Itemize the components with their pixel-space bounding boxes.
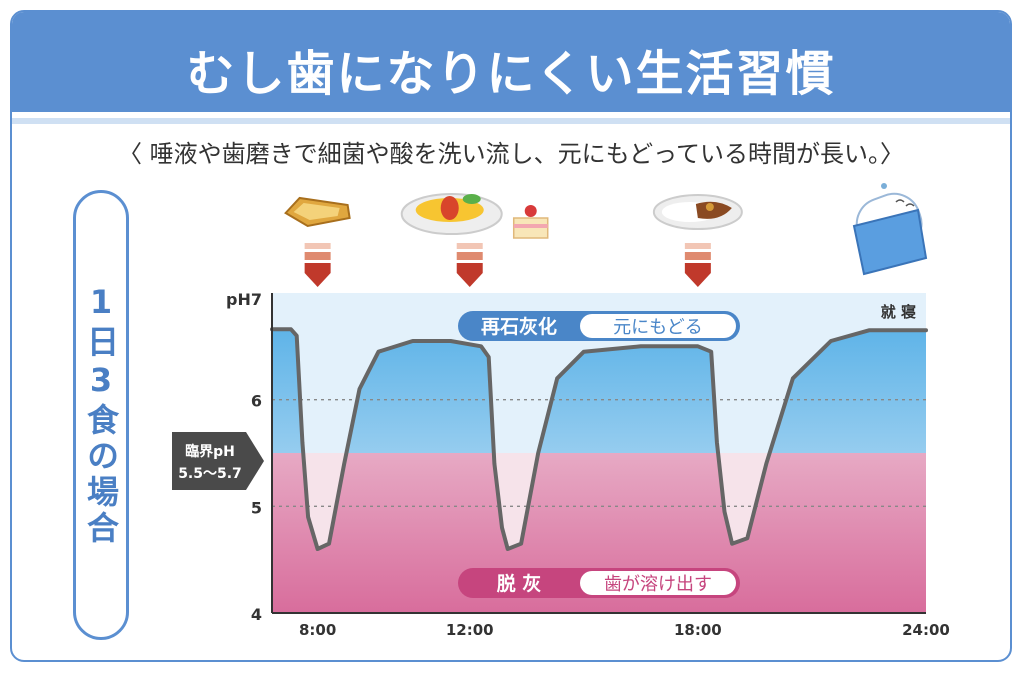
curry-icon <box>652 194 743 230</box>
demineral-label: 脱 灰 <box>497 572 542 595</box>
y-tick-label: 4 <box>251 605 262 624</box>
side-label: 1日3食の場合 <box>82 283 120 547</box>
critical-ph-label: 臨界pH <box>185 443 235 460</box>
bedtime-label: 就 寝 <box>881 303 916 321</box>
x-tick-label: 18:00 <box>674 621 722 639</box>
meal-arrow <box>456 243 483 287</box>
title-bar: むし歯になりにくい生活習慣 <box>12 12 1010 118</box>
y-tick-label: 6 <box>251 392 262 411</box>
x-tick-label: 8:00 <box>299 621 336 639</box>
y-tick-label: 5 <box>251 498 262 517</box>
meal-arrow <box>684 243 711 287</box>
meal-arrow <box>304 243 331 287</box>
remineral-desc: 元にもどる <box>613 317 703 338</box>
sleeping-tooth-icon <box>852 183 928 276</box>
page-title: むし歯になりにくい生活習慣 <box>186 46 836 102</box>
critical-ph-range: 5.5〜5.7 <box>178 466 242 482</box>
omelette-rice-icon <box>400 193 549 239</box>
curve-fill-upper <box>272 329 926 453</box>
toast-icon <box>284 196 351 228</box>
critical-ph-tag: 臨界pH 5.5〜5.7 <box>172 432 264 490</box>
demineral-pill: 脱 灰 歯が溶け出す <box>458 568 740 598</box>
x-tick-label: 12:00 <box>446 621 494 639</box>
remineral-pill: 再石灰化 元にもどる <box>458 311 740 341</box>
remineral-label: 再石灰化 <box>481 315 557 338</box>
side-label-pill: 1日3食の場合 <box>73 190 129 640</box>
subtitle: 〈 唾液や歯磨きで細菌や酸を洗い流し、元にもどっている時間が長い。〉 <box>118 140 904 168</box>
curve-fill-lower <box>272 453 926 613</box>
y-tick-label: pH7 <box>226 290 262 309</box>
x-tick-label: 24:00 <box>902 621 950 639</box>
ph-curve <box>270 327 928 551</box>
demineral-desc: 歯が溶け出す <box>604 574 712 595</box>
